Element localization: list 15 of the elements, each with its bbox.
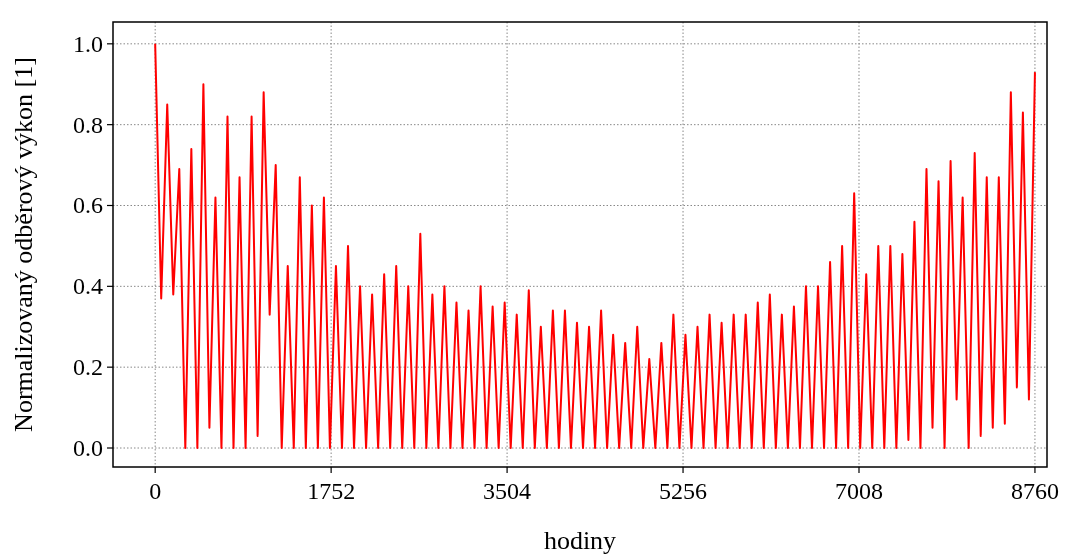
- y-axis-title: Normalizovaný odběrový výkon [1]: [9, 57, 38, 432]
- line-series: [154, 42, 1036, 449]
- x-tick-label: 3504: [483, 478, 532, 504]
- y-tick-label: 0.0: [73, 435, 103, 461]
- y-tick-label: 0.6: [73, 192, 103, 219]
- x-tick-label: 0: [149, 478, 162, 504]
- y-tick-label: 0.2: [73, 354, 103, 381]
- y-tick-label: 0.8: [73, 111, 103, 138]
- x-tick-label: 5256: [659, 478, 708, 504]
- y-tick-label: 1.0: [73, 30, 103, 57]
- x-axis-title: hodiny: [543, 526, 617, 555]
- x-tick-label: 1752: [307, 478, 356, 504]
- x-tick-label: 8760: [1010, 478, 1059, 504]
- y-tick-label: 0.4: [73, 273, 103, 300]
- x-tick-label: 7008: [834, 478, 883, 504]
